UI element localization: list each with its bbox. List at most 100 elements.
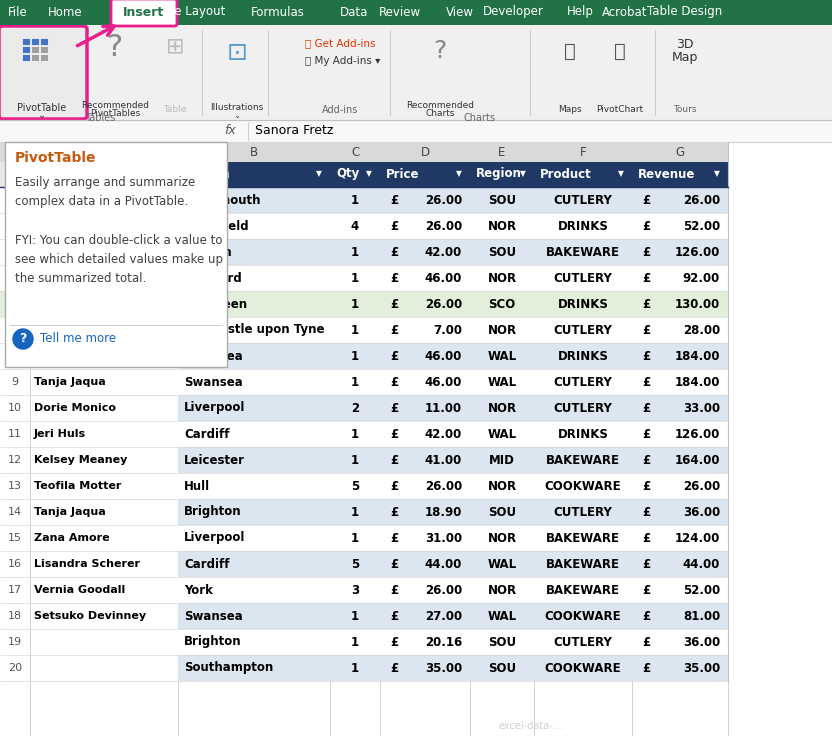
Text: G: G xyxy=(676,146,685,158)
Bar xyxy=(178,525,728,551)
Text: Tell me more: Tell me more xyxy=(40,333,116,345)
Text: 11.00: 11.00 xyxy=(425,402,462,414)
Text: Wakefield: Wakefield xyxy=(184,219,250,233)
Text: D: D xyxy=(420,146,429,158)
Text: £: £ xyxy=(390,375,399,389)
Bar xyxy=(31,46,39,53)
Text: PivotTables: PivotTables xyxy=(90,108,140,118)
Text: CUTLERY: CUTLERY xyxy=(553,272,612,285)
Text: NOR: NOR xyxy=(488,531,517,545)
Text: Recommended: Recommended xyxy=(81,102,149,110)
Text: £: £ xyxy=(642,402,651,414)
Text: Map: Map xyxy=(671,51,698,63)
Text: £: £ xyxy=(642,350,651,363)
Bar xyxy=(30,142,178,162)
Bar xyxy=(0,369,178,395)
Text: 35.00: 35.00 xyxy=(425,662,462,674)
Text: £: £ xyxy=(390,506,399,518)
Bar xyxy=(178,265,728,291)
Text: 6: 6 xyxy=(12,299,18,309)
Text: Setsuko Devinney: Setsuko Devinney xyxy=(34,611,146,621)
Text: ▼: ▼ xyxy=(520,169,526,179)
Text: 46.00: 46.00 xyxy=(424,272,462,285)
Text: PivotChart: PivotChart xyxy=(597,105,644,115)
Text: 1: 1 xyxy=(351,350,359,363)
Text: CUTLERY: CUTLERY xyxy=(553,194,612,207)
Text: Formulas: Formulas xyxy=(251,5,305,18)
Text: 184.00: 184.00 xyxy=(675,375,720,389)
Text: Southampton: Southampton xyxy=(184,662,273,674)
Text: 92.00: 92.00 xyxy=(683,272,720,285)
Text: £: £ xyxy=(642,219,651,233)
Text: £: £ xyxy=(390,479,399,492)
Text: 7: 7 xyxy=(12,325,18,335)
Bar xyxy=(0,213,178,239)
Bar xyxy=(31,54,39,61)
Bar xyxy=(0,499,178,525)
Text: 36.00: 36.00 xyxy=(683,635,720,648)
Text: £: £ xyxy=(642,635,651,648)
Text: 1: 1 xyxy=(351,609,359,623)
Text: B: B xyxy=(250,146,258,158)
Text: Xuan Wilkey: Xuan Wilkey xyxy=(34,351,111,361)
Text: £: £ xyxy=(642,531,651,545)
FancyBboxPatch shape xyxy=(5,142,227,367)
Text: 124.00: 124.00 xyxy=(675,531,720,545)
Text: 46.00: 46.00 xyxy=(424,350,462,363)
Text: Sanora Fretz: Sanora Fretz xyxy=(255,124,334,138)
Text: ⌄: ⌄ xyxy=(234,110,240,119)
Text: 2: 2 xyxy=(351,402,359,414)
Text: Dorie Monico: Dorie Monico xyxy=(34,403,116,413)
Text: fx: fx xyxy=(224,124,236,138)
Bar xyxy=(0,142,30,162)
Bar xyxy=(0,265,178,291)
Text: Lisandra Scherer: Lisandra Scherer xyxy=(34,299,140,309)
Text: 1: 1 xyxy=(351,506,359,518)
Text: £: £ xyxy=(642,428,651,441)
Text: Brighton: Brighton xyxy=(184,635,241,648)
Text: SOU: SOU xyxy=(488,635,516,648)
Bar xyxy=(178,421,728,447)
Text: Cardiff: Cardiff xyxy=(184,428,230,441)
Text: 184.00: 184.00 xyxy=(675,350,720,363)
Text: £: £ xyxy=(390,350,399,363)
Text: WAL: WAL xyxy=(488,375,517,389)
Text: £: £ xyxy=(390,662,399,674)
Text: £: £ xyxy=(390,635,399,648)
Text: Tables: Tables xyxy=(85,113,115,123)
Bar xyxy=(0,577,178,603)
Text: Cardiff: Cardiff xyxy=(184,557,230,570)
Text: Qty: Qty xyxy=(336,168,359,180)
Text: £: £ xyxy=(390,246,399,258)
Bar xyxy=(0,525,178,551)
Text: 33.00: 33.00 xyxy=(683,402,720,414)
Bar xyxy=(40,46,48,53)
Text: 26.00: 26.00 xyxy=(425,194,462,207)
Bar xyxy=(0,655,178,681)
Text: Branch: Branch xyxy=(184,168,230,180)
Text: 52.00: 52.00 xyxy=(683,584,720,596)
Text: 4: 4 xyxy=(12,247,18,257)
Text: COOKWARE: COOKWARE xyxy=(545,479,622,492)
Text: 14: 14 xyxy=(8,507,22,517)
Text: 31.00: 31.00 xyxy=(425,531,462,545)
Text: ?: ? xyxy=(433,39,447,63)
Text: Acrobat: Acrobat xyxy=(602,5,648,18)
Text: SOU: SOU xyxy=(488,506,516,518)
Bar xyxy=(380,142,470,162)
Text: £: £ xyxy=(390,428,399,441)
Text: 26.00: 26.00 xyxy=(425,584,462,596)
Bar xyxy=(178,629,728,655)
Text: Jeri Huls: Jeri Huls xyxy=(34,429,87,439)
Text: 18.90: 18.90 xyxy=(424,506,462,518)
Text: Insert: Insert xyxy=(123,5,165,18)
Text: 16: 16 xyxy=(8,559,22,569)
Text: COOKWARE: COOKWARE xyxy=(545,609,622,623)
Text: NOR: NOR xyxy=(488,479,517,492)
Text: 1: 1 xyxy=(351,635,359,648)
Text: NOR: NOR xyxy=(488,324,517,336)
Text: 1: 1 xyxy=(12,169,18,179)
Text: £: £ xyxy=(642,272,651,285)
Bar xyxy=(0,291,178,317)
Text: 1: 1 xyxy=(351,194,359,207)
